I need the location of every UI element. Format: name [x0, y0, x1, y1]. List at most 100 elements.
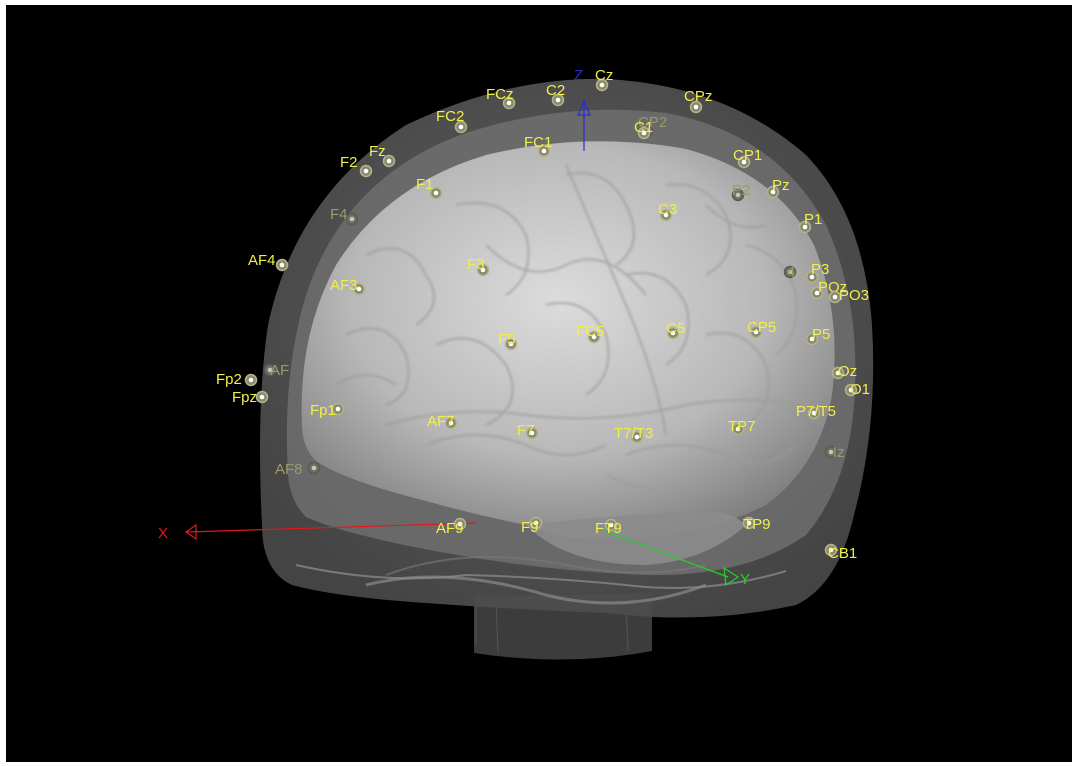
- electrode-marker-center: [248, 377, 254, 383]
- electrode-tp9[interactable]: TP9: [742, 516, 771, 533]
- electrode-marker-center: [599, 82, 605, 88]
- 3d-head-viewport[interactable]: X Y Z Cz FCz C2 CPz FC2 CP2 C1 FC1 F2 Fz CP1 F1 P2 Pz C3…: [6, 5, 1072, 762]
- electrode-p3[interactable]: P3: [805, 261, 830, 284]
- electrode-label: Fpz: [232, 389, 257, 406]
- electrode-label: P3: [811, 261, 829, 278]
- electrode-marker-center: [335, 406, 341, 412]
- electrode-4[interactable]: 4: [783, 264, 797, 281]
- axis-x-arrowhead: [184, 523, 197, 541]
- electrode-label: 4: [787, 264, 795, 281]
- electrode-marker-center: [433, 190, 439, 196]
- electrode-label: F2: [340, 154, 358, 171]
- electrode-af9[interactable]: AF9: [436, 517, 467, 538]
- electrode-cb1[interactable]: CB1: [824, 543, 858, 563]
- electrode-iz[interactable]: Iz: [824, 444, 845, 461]
- electrode-af3[interactable]: AF3: [330, 277, 366, 296]
- electrode-label: AF4: [248, 252, 276, 269]
- electrode-label: C3: [658, 201, 677, 218]
- electrode-marker-center: [259, 394, 265, 400]
- electrode-marker-center: [634, 434, 640, 440]
- electrode-f1[interactable]: F1: [416, 176, 443, 200]
- electrode-label: PO3: [839, 287, 869, 304]
- electrode-marker-center: [663, 212, 669, 218]
- electrode-poz[interactable]: POz: [810, 279, 848, 300]
- electrode-p5[interactable]: P5: [805, 326, 831, 346]
- electrode-f4[interactable]: F4: [330, 206, 359, 226]
- electrode-af7[interactable]: AF7: [427, 413, 458, 430]
- electrode-label: AF8: [275, 461, 303, 478]
- electrode-fp2[interactable]: Fp2: [216, 371, 258, 388]
- electrode-label: TP7: [728, 418, 756, 435]
- electrode-cpz[interactable]: CPz: [684, 88, 712, 114]
- electrode-marker-center: [349, 216, 355, 222]
- electrode-label: C5: [666, 320, 685, 337]
- electrode-f2[interactable]: F2: [340, 154, 373, 178]
- electrode-p2[interactable]: P2: [731, 182, 750, 202]
- electrode-marker-center: [386, 158, 392, 164]
- electrode-label: Fp2: [216, 371, 242, 388]
- electrode-p1[interactable]: P1: [798, 211, 823, 234]
- electrode-cp5[interactable]: CP5: [747, 319, 776, 339]
- electrode-af[interactable]: AF: [263, 362, 290, 379]
- axis-y-arrowhead: [723, 566, 740, 587]
- electrode-pz[interactable]: Pz: [766, 177, 790, 199]
- electrode-oz[interactable]: Oz: [831, 363, 858, 380]
- electrode-marker-center: [279, 262, 285, 268]
- electrode-ft9[interactable]: FT9: [595, 518, 622, 538]
- electrode-label: C1: [634, 119, 653, 136]
- electrode-marker-center: [363, 168, 369, 174]
- electrode-marker-center: [555, 97, 561, 103]
- electrode-af4[interactable]: AF4: [248, 252, 289, 272]
- electrode-label: F4: [330, 206, 348, 223]
- electrode-cp1[interactable]: CP1: [733, 147, 762, 169]
- electrode-fc2[interactable]: FC2: [436, 108, 468, 134]
- electrode-po3[interactable]: PO3: [828, 287, 870, 304]
- electrode-marker-center: [814, 290, 820, 296]
- axis-x-line: [185, 522, 477, 533]
- electrode-label: F5: [498, 331, 516, 348]
- electrode-fc1[interactable]: FC1: [524, 134, 552, 158]
- electrode-label: Pz: [772, 177, 790, 194]
- electrode-label: Oz: [838, 363, 857, 380]
- electrode-f9[interactable]: F9: [521, 516, 543, 537]
- electrode-fcz[interactable]: FCz: [486, 86, 516, 110]
- electrode-fp1[interactable]: Fp1: [310, 402, 345, 419]
- electrode-f7[interactable]: F7: [517, 422, 539, 440]
- electrode-marker-center: [753, 329, 759, 335]
- electrode-marker-center: [480, 267, 486, 273]
- electrode-marker-center: [811, 410, 817, 416]
- electrode-c2[interactable]: C2: [546, 82, 565, 107]
- electrode-label: T7/T3: [614, 425, 653, 442]
- electrode-label: TP9: [743, 516, 771, 533]
- electrode-marker-center: [809, 336, 815, 342]
- electrode-f5[interactable]: F5: [498, 331, 518, 351]
- electrode-f3[interactable]: F3: [467, 256, 490, 277]
- electrode-fz[interactable]: Fz: [369, 143, 396, 168]
- electrode-label: Cz: [595, 67, 613, 84]
- electrode-marker-center: [356, 286, 362, 292]
- electrode-label: FC1: [524, 134, 552, 151]
- electrode-cz[interactable]: Cz: [595, 67, 613, 92]
- electrode-label: P2: [732, 182, 750, 199]
- electrode-fc5[interactable]: FC5: [576, 323, 604, 344]
- electrode-c5[interactable]: C5: [666, 320, 685, 340]
- electrode-marker-center: [506, 100, 512, 106]
- axis-x: X: [158, 522, 477, 542]
- electrode-tp7[interactable]: TP7: [728, 418, 756, 436]
- electrode-label: F1: [416, 176, 434, 193]
- electrode-c3[interactable]: C3: [658, 201, 677, 222]
- electrode-t7-t3[interactable]: T7/T3: [614, 425, 653, 444]
- electrode-af8[interactable]: AF8: [275, 461, 321, 478]
- electrode-o1[interactable]: O1: [844, 381, 871, 398]
- electrode-label: P5: [812, 326, 830, 343]
- electrode-c1[interactable]: C1: [634, 119, 653, 140]
- electrode-marker-center: [828, 547, 834, 553]
- electrode-marker-center: [458, 124, 464, 130]
- electrode-marker-center: [267, 367, 273, 373]
- electrode-label: AF3: [330, 277, 358, 294]
- electrode-fpz[interactable]: Fpz: [232, 389, 269, 406]
- electrode-p7-t5[interactable]: P7/T5: [796, 403, 836, 420]
- electrode-marker-center: [608, 522, 614, 528]
